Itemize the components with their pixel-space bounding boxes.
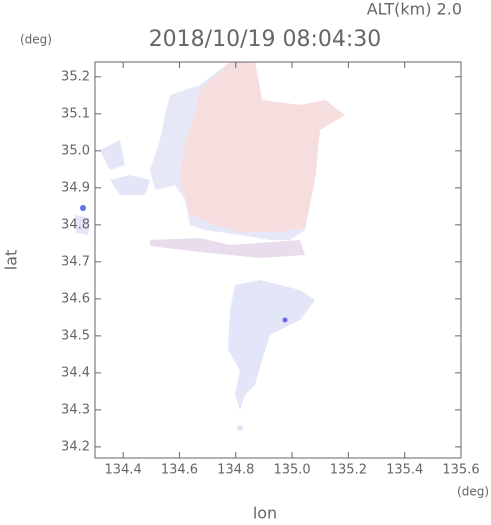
y-axis-label: lat (2, 250, 21, 271)
x-tick-label: 135.0 (273, 463, 310, 478)
x-axis-label: lon (253, 504, 277, 522)
y-unit: (deg) (20, 33, 52, 47)
plot-frame (94, 61, 462, 459)
radar-field (75, 62, 345, 431)
y-tick-label: 34.3 (61, 402, 90, 417)
x-tick-label: 135.4 (386, 463, 423, 478)
y-tick-label: 34.9 (61, 180, 90, 195)
chart-subtitle: ALT(km) 2.0 (367, 0, 462, 19)
x-tick-label: 134.6 (161, 463, 198, 478)
chart-title: 2018/10/19 08:04:30 (149, 27, 382, 52)
y-tick-label: 34.7 (61, 254, 90, 269)
x-tick-label: 134.4 (105, 463, 142, 478)
y-tick-label: 34.6 (61, 291, 90, 306)
x-tick-label: 135.2 (330, 463, 367, 478)
x-unit: (deg) (457, 485, 489, 499)
y-tick-label: 34.2 (61, 439, 90, 454)
y-tick-label: 35.0 (61, 143, 90, 158)
y-tick-label: 34.4 (61, 365, 90, 380)
y-tick-label: 34.5 (61, 328, 90, 343)
y-tick-label: 35.2 (61, 69, 90, 84)
x-tick-label: 135.6 (442, 463, 479, 478)
y-tick-label: 35.1 (61, 106, 90, 121)
y-tick-label: 34.8 (61, 217, 90, 232)
x-tick-label: 134.8 (217, 463, 254, 478)
